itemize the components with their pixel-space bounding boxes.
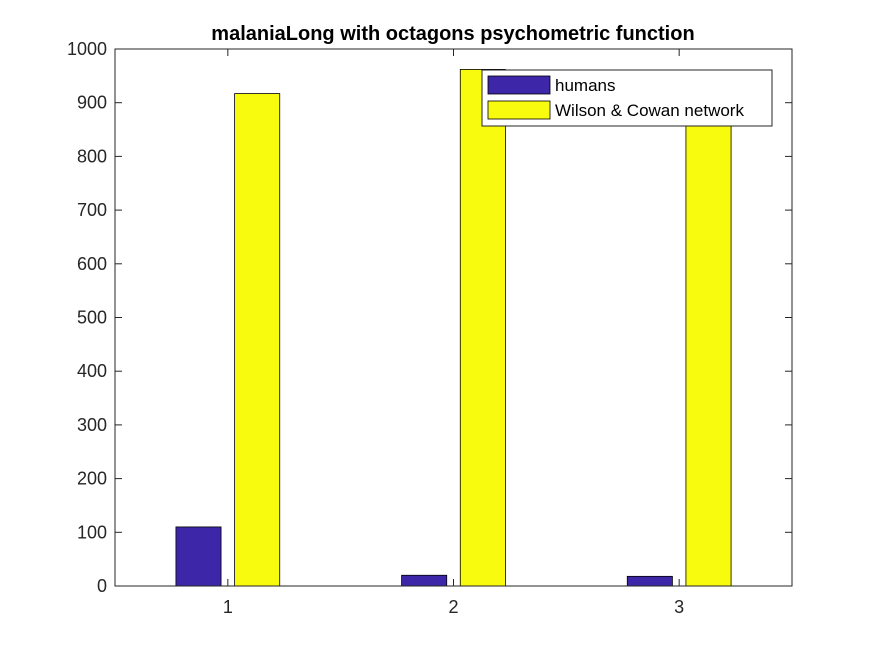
- y-tick-label: 100: [77, 522, 107, 542]
- y-tick-label: 200: [77, 469, 107, 489]
- y-tick-label: 900: [77, 93, 107, 113]
- bar-network-1: [234, 93, 281, 587]
- y-tick-label: 300: [77, 415, 107, 435]
- chart-title: malaniaLong with octagons psychometric f…: [211, 23, 694, 45]
- y-tick-label: 500: [77, 308, 107, 328]
- plot-area: 0 100 200 300 400 500 600 700 800 900 1000 1 2 3: [67, 39, 793, 617]
- y-tick-label: 800: [77, 146, 107, 166]
- y-tick-label: 0: [97, 576, 107, 596]
- bar-network-3: [685, 102, 732, 587]
- y-tick-label: 400: [77, 361, 107, 381]
- x-tick-label: 2: [448, 597, 458, 617]
- y-tick-label: 600: [77, 254, 107, 274]
- y-tick-label: 1000: [67, 39, 107, 59]
- bar-network-2: [459, 69, 506, 587]
- axes-background: [115, 49, 792, 586]
- bar-humans-2: [401, 574, 448, 587]
- legend-label-network: Wilson & Cowan network: [555, 101, 744, 120]
- legend: humans Wilson & Cowan network: [481, 69, 773, 127]
- bar-humans-1: [175, 526, 222, 587]
- legend-swatch-network: [487, 100, 551, 120]
- x-tick-label: 1: [223, 597, 233, 617]
- legend-swatch-humans: [487, 75, 551, 95]
- bar-humans-3: [626, 575, 673, 587]
- x-tick-label: 3: [674, 597, 684, 617]
- legend-label-humans: humans: [555, 76, 615, 95]
- y-tick-label: 700: [77, 200, 107, 220]
